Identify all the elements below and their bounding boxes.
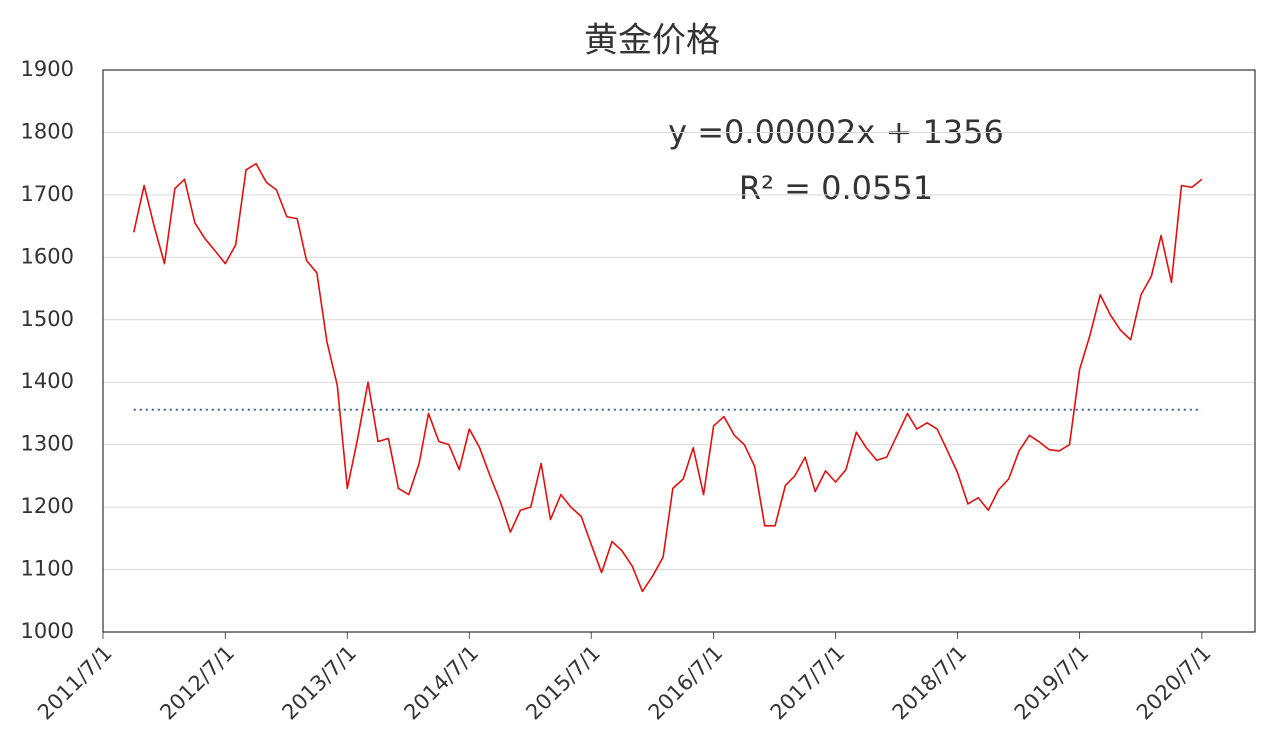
x-tick-label: 2018/7/1 xyxy=(888,641,972,725)
y-tick-label: 1500 xyxy=(21,307,74,331)
y-tick-label: 1800 xyxy=(21,119,74,143)
y-tick-label: 1200 xyxy=(21,494,74,518)
y-tick-label: 1900 xyxy=(21,57,74,81)
x-tick-label: 2015/7/1 xyxy=(521,641,605,725)
x-tick-label: 2017/7/1 xyxy=(766,641,850,725)
y-tick-label: 1700 xyxy=(21,182,74,206)
y-tick-label: 1000 xyxy=(21,619,74,643)
x-tick-label: 2012/7/1 xyxy=(155,641,239,725)
y-tick-label: 1400 xyxy=(21,369,74,393)
x-tick-label: 2019/7/1 xyxy=(1010,641,1094,725)
price-line xyxy=(132,162,1203,593)
x-tick-label: 2016/7/1 xyxy=(644,641,728,725)
x-tick-label: 2020/7/1 xyxy=(1132,641,1216,725)
chart-title: 黄金价格 xyxy=(584,21,720,61)
y-tick-label: 1600 xyxy=(21,244,74,268)
y-tick-label: 1300 xyxy=(21,432,74,456)
x-tick-label: 2014/7/1 xyxy=(399,641,483,725)
r-squared: R² = 0.0551 xyxy=(739,169,933,207)
y-tick-label: 1100 xyxy=(21,557,74,581)
x-tick-label: 2013/7/1 xyxy=(277,641,361,725)
plot-frame xyxy=(102,69,1256,633)
x-tick-label: 2011/7/1 xyxy=(33,641,117,725)
